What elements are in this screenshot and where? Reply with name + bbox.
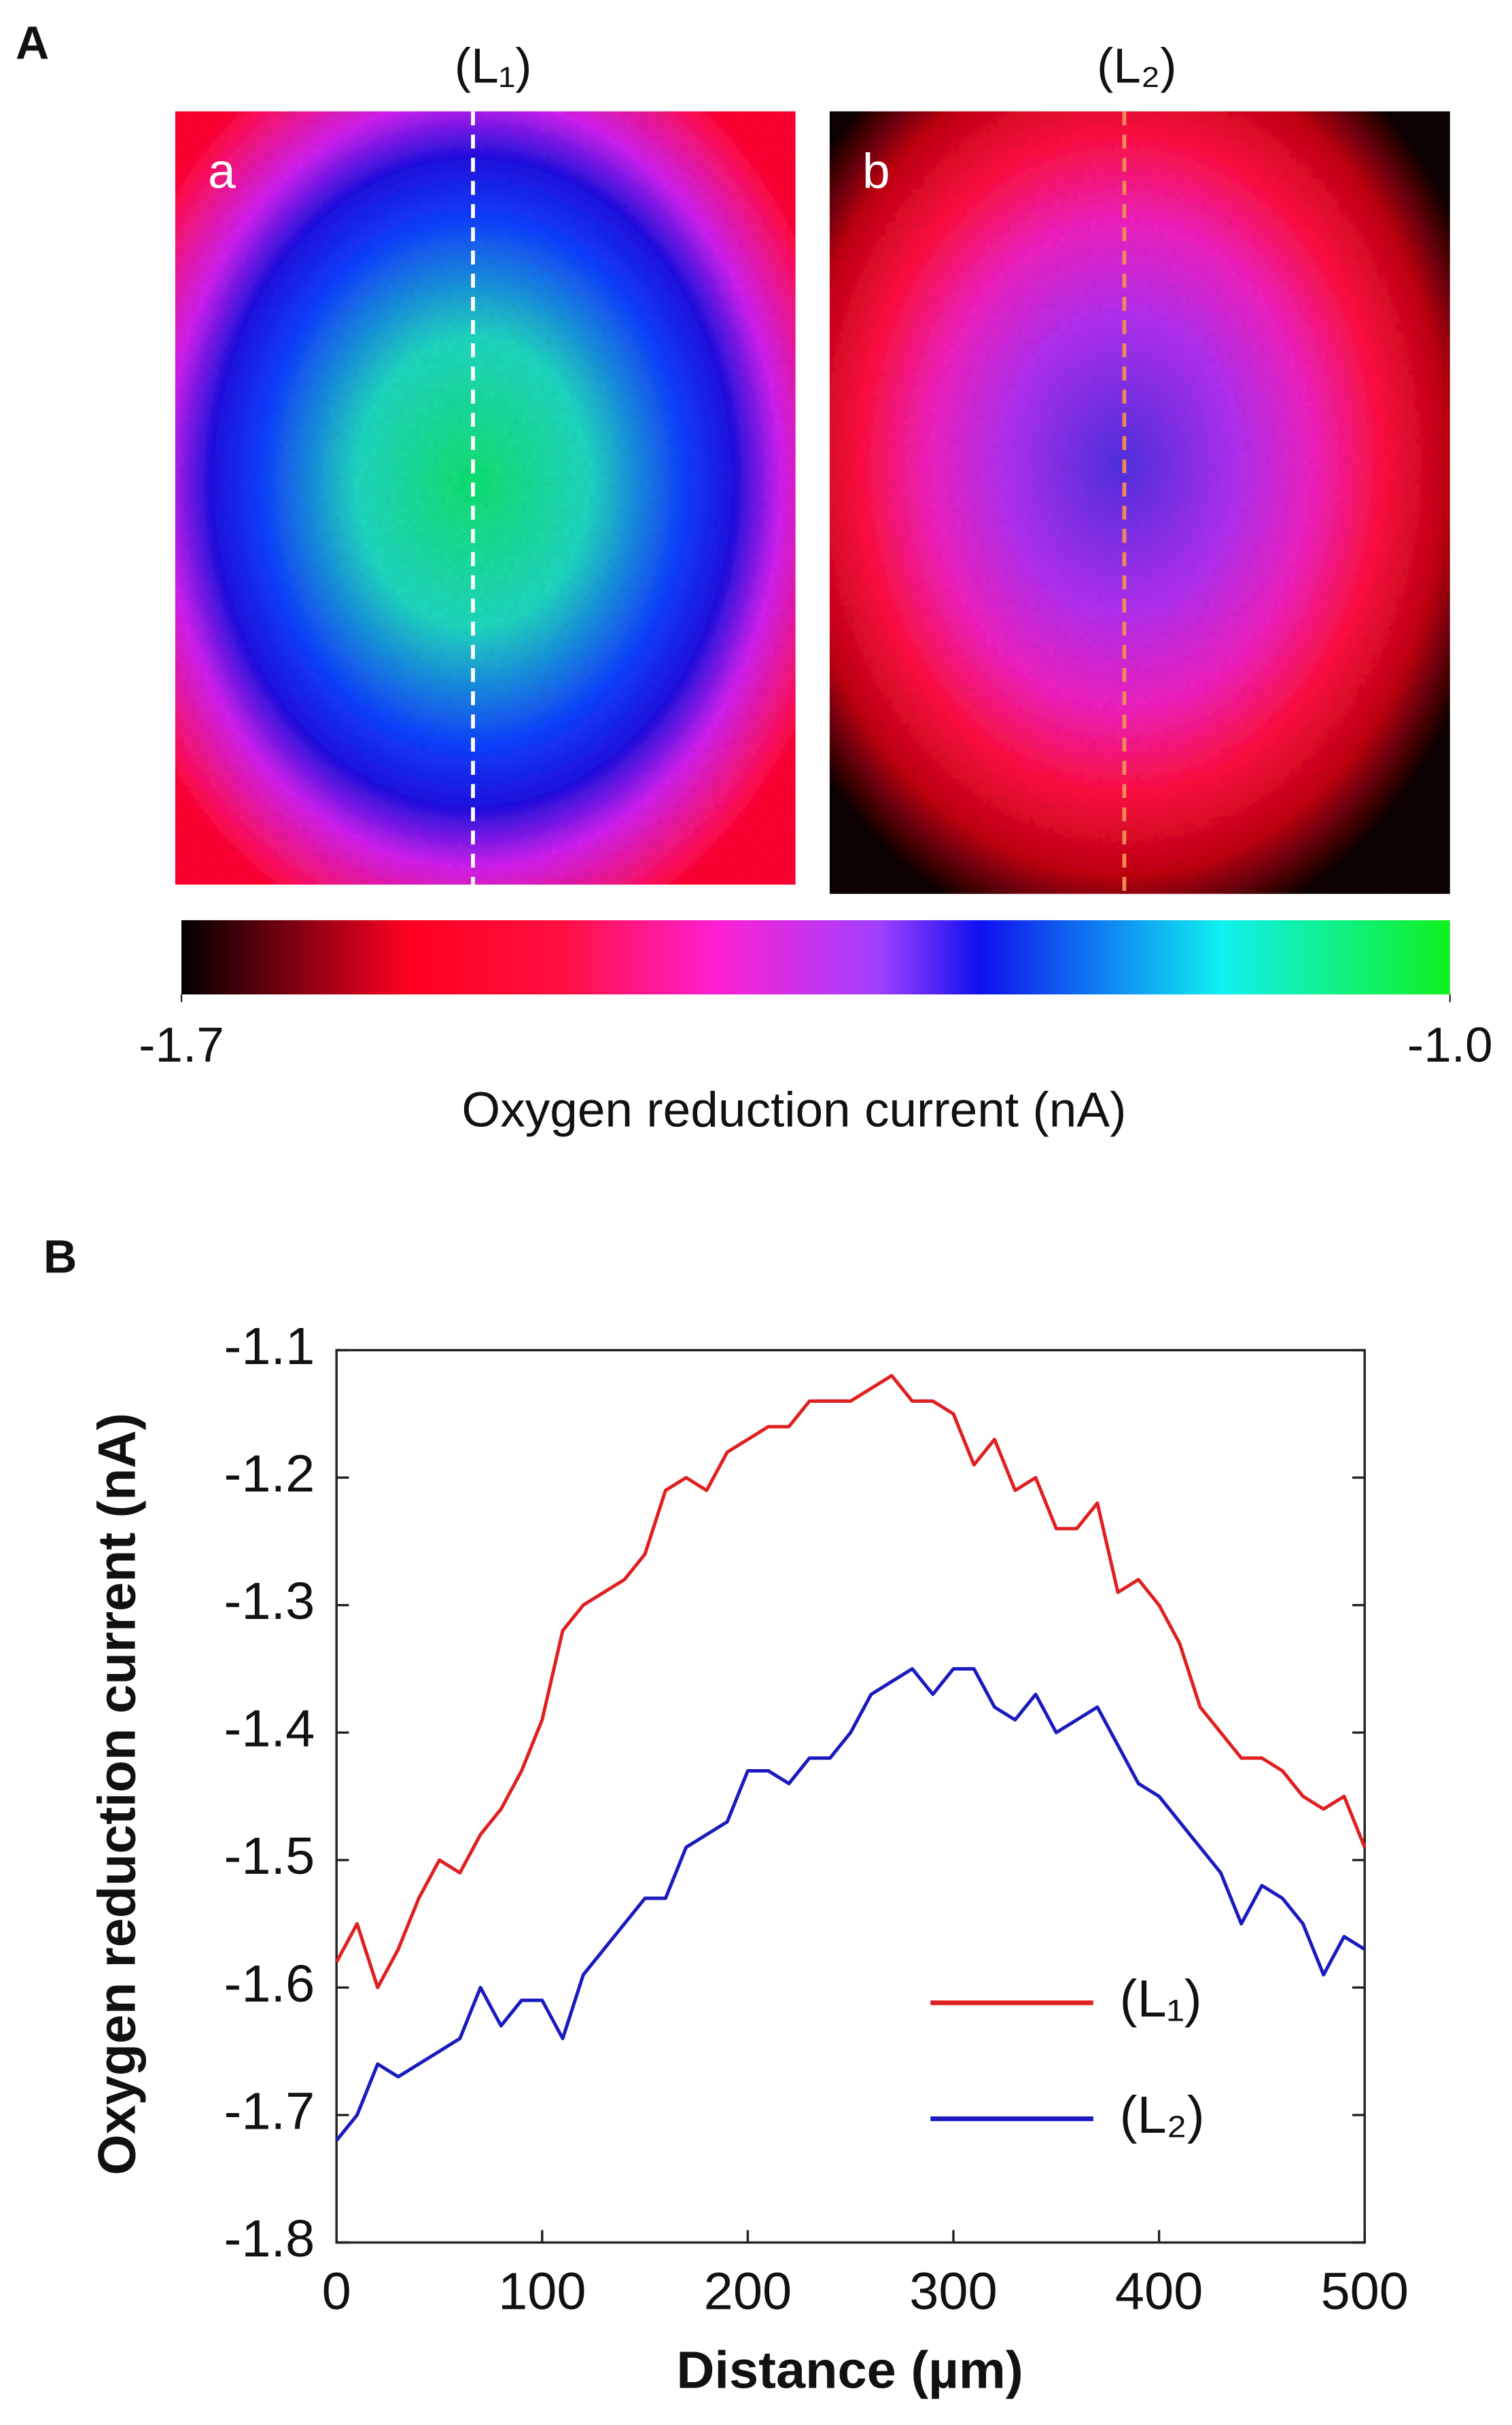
data-line — [334, 1374, 1367, 1989]
plot-frame — [335, 1348, 1366, 2244]
x-tick-label: 500 — [1320, 2262, 1408, 2320]
y-tick-label: -1.3 — [224, 1572, 315, 1630]
y-tick-label: -1.5 — [224, 1827, 315, 1885]
colorbar-tick-label: -1.7 — [139, 1017, 224, 1072]
x-axis-label: Distance (µm) — [676, 2341, 1023, 2399]
image-label: b — [862, 143, 890, 198]
line-label: (L₁) — [455, 39, 532, 94]
y-tick-label: -1.8 — [224, 2210, 315, 2268]
x-tick-label: 0 — [322, 2262, 351, 2320]
y-tick-label: -1.7 — [224, 2082, 315, 2140]
colorbar — [181, 920, 1450, 995]
heatmap-image — [829, 111, 1450, 894]
y-axis-label: Oxygen reduction current (nA) — [88, 1413, 146, 2176]
data-line — [335, 1667, 1366, 2142]
heatmap-image — [175, 111, 796, 885]
legend-label: (L₂) — [1120, 2086, 1205, 2144]
colorbar-label: Oxygen reduction current (nA) — [461, 1083, 1126, 1138]
colorbar-tick-label: -1.0 — [1407, 1017, 1493, 1072]
line-label: (L₂) — [1097, 39, 1177, 94]
legend-label: (L₁) — [1120, 1970, 1202, 2028]
x-tick-label: 200 — [704, 2262, 792, 2320]
panel-label: A — [16, 17, 49, 69]
y-tick-label: -1.4 — [224, 1700, 315, 1758]
y-tick-label: -1.1 — [224, 1317, 315, 1376]
x-tick-label: 300 — [909, 2262, 997, 2320]
x-tick-label: 400 — [1115, 2262, 1203, 2320]
x-tick-label: 100 — [498, 2262, 586, 2320]
image-label: a — [208, 143, 236, 198]
y-tick-label: -1.6 — [224, 1955, 315, 2013]
panel-label: B — [43, 1232, 77, 1283]
y-tick-label: -1.2 — [224, 1445, 315, 1503]
